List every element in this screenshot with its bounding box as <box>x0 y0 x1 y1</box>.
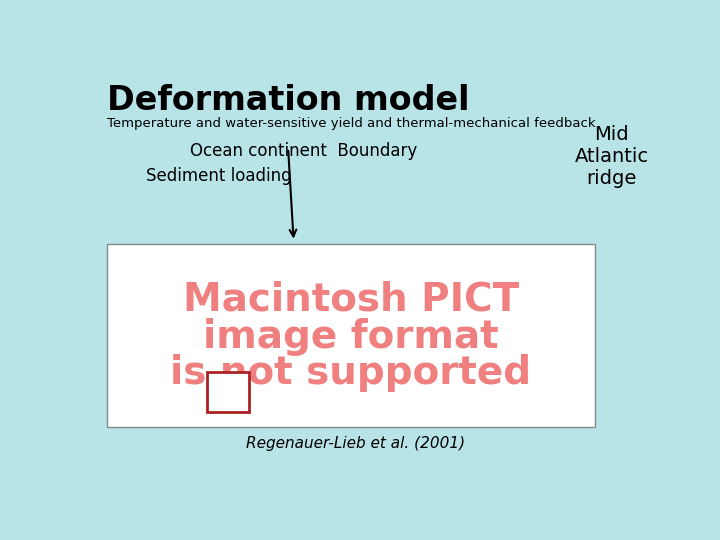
Text: Deformation model: Deformation model <box>107 84 469 117</box>
Text: Mid
Atlantic
ridge: Mid Atlantic ridge <box>575 125 649 188</box>
Text: Macintosh PICT: Macintosh PICT <box>183 280 519 319</box>
Text: image format: image format <box>203 318 499 356</box>
Bar <box>207 373 249 412</box>
Text: Ocean continent  Boundary: Ocean continent Boundary <box>190 141 418 160</box>
Text: Temperature and water-sensitive yield and thermal-mechanical feedback: Temperature and water-sensitive yield an… <box>107 117 595 130</box>
Text: Sediment loading: Sediment loading <box>145 167 292 185</box>
Bar <box>107 244 595 427</box>
Text: Regenauer-Lieb et al. (2001): Regenauer-Lieb et al. (2001) <box>246 436 465 451</box>
Text: is not supported: is not supported <box>171 354 531 391</box>
